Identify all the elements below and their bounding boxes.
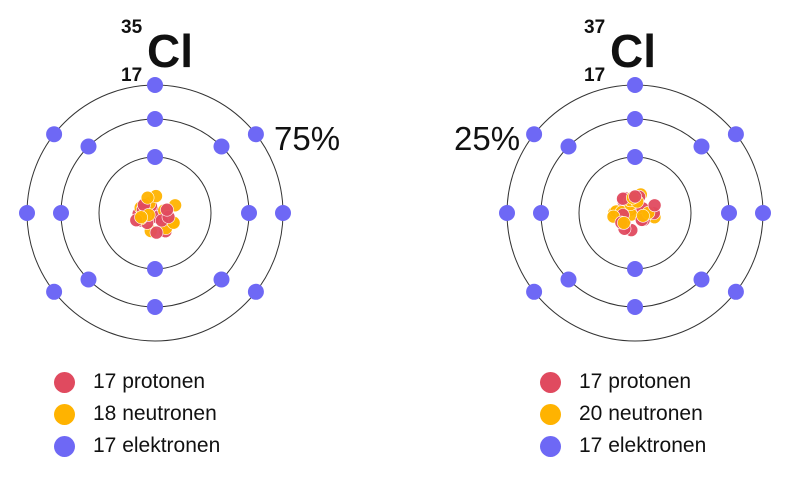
legend-item-protons: 17 protonen <box>540 366 706 398</box>
electron <box>727 126 744 143</box>
legend-item-protons: 17 protonen <box>54 366 220 398</box>
electron <box>147 77 163 93</box>
nucleus <box>606 187 662 237</box>
nucleus <box>129 189 182 240</box>
element-symbol: Cl <box>147 25 193 77</box>
electron <box>727 283 744 300</box>
legend-label: 17 protonen <box>93 370 206 393</box>
neutron <box>636 209 650 223</box>
element-symbol: Cl <box>610 25 656 77</box>
legend-item-electrons: 17 elektronen <box>540 430 706 462</box>
electron-icon <box>540 435 561 457</box>
electron <box>533 205 549 221</box>
proton <box>628 189 642 204</box>
electron <box>46 126 63 143</box>
proton-icon <box>540 371 561 393</box>
electron <box>247 126 264 143</box>
electron <box>693 271 710 288</box>
electron <box>627 77 643 93</box>
electron <box>247 283 264 300</box>
electron <box>19 205 35 221</box>
legend-item-electrons: 17 elektronen <box>54 430 220 462</box>
proton <box>149 225 164 240</box>
electron <box>80 138 97 155</box>
electron <box>526 126 543 143</box>
electron <box>80 271 97 288</box>
legend-label: 17 elektronen <box>579 434 707 457</box>
electron <box>147 111 163 127</box>
mass-number: 37 <box>584 17 606 38</box>
neutron-icon <box>54 403 75 425</box>
electrons <box>19 77 291 315</box>
electron <box>627 149 643 165</box>
atom-cl35: 35 Cl 17 75% 17 protonen 18 neutronen 17… <box>19 17 341 462</box>
electron <box>147 299 163 315</box>
electron <box>560 138 577 155</box>
neutron <box>134 210 148 224</box>
electron <box>275 205 291 221</box>
atom-model <box>19 77 291 342</box>
neutron <box>617 216 631 230</box>
electron <box>147 261 163 277</box>
electron <box>627 111 643 127</box>
electron <box>693 138 710 155</box>
electron <box>499 205 515 221</box>
proton <box>647 198 662 213</box>
abundance-label: 75% <box>274 120 341 157</box>
neutron <box>140 190 155 205</box>
legend-label: 20 neutronen <box>579 402 703 425</box>
legend: 17 protonen 20 neutronen 17 elektronen <box>540 366 706 462</box>
mass-number: 35 <box>121 17 143 38</box>
legend-label: 17 protonen <box>579 370 692 393</box>
atom-cl37: 37 Cl 17 25% 17 protonen 20 neutronen 17… <box>400 0 800 480</box>
proton <box>160 202 174 217</box>
legend-label: 18 neutronen <box>93 402 217 425</box>
electron <box>53 205 69 221</box>
electron <box>241 205 257 221</box>
legend-item-neutrons: 20 neutronen <box>540 398 706 430</box>
electrons <box>499 77 771 315</box>
atomic-number: 17 <box>121 65 143 86</box>
legend-item-neutrons: 18 neutronen <box>54 398 220 430</box>
electron-icon <box>54 435 75 457</box>
legend-label: 17 elektronen <box>93 434 221 457</box>
neutron-icon <box>540 403 561 425</box>
electron <box>627 261 643 277</box>
electron <box>213 138 230 155</box>
electron <box>213 271 230 288</box>
electron <box>560 271 577 288</box>
atomic-number: 17 <box>584 65 606 86</box>
legend: 17 protonen 18 neutronen 17 elektronen <box>54 366 220 462</box>
electron <box>721 205 737 221</box>
electron <box>147 149 163 165</box>
electron <box>46 283 63 300</box>
atom-model <box>499 77 771 342</box>
electron <box>627 299 643 315</box>
electron <box>526 283 543 300</box>
abundance-label: 25% <box>454 120 521 157</box>
electron <box>755 205 771 221</box>
proton-icon <box>54 371 75 393</box>
